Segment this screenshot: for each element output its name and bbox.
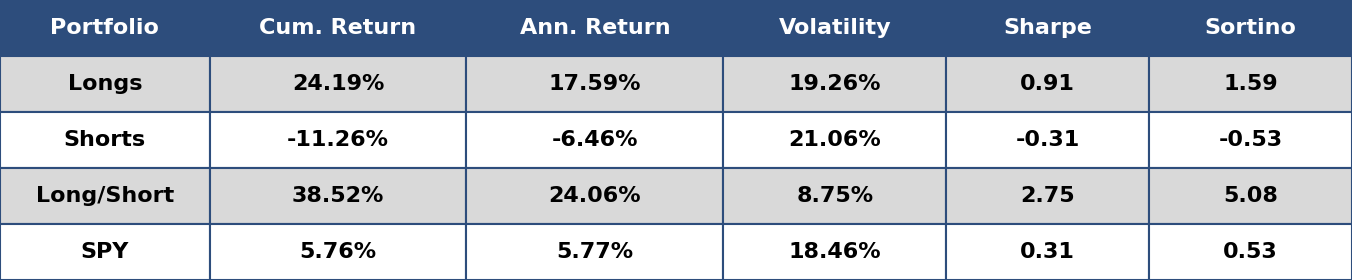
Bar <box>210 168 466 224</box>
Text: 5.77%: 5.77% <box>556 242 634 262</box>
Bar <box>1149 168 1352 224</box>
Bar <box>723 112 946 168</box>
Bar <box>946 112 1149 168</box>
Text: Portfolio: Portfolio <box>50 18 160 38</box>
Text: 0.31: 0.31 <box>1021 242 1075 262</box>
Bar <box>723 168 946 224</box>
Bar <box>723 56 946 112</box>
Bar <box>466 56 723 112</box>
Text: -0.31: -0.31 <box>1015 130 1080 150</box>
Text: 2.75: 2.75 <box>1021 186 1075 206</box>
Text: 24.19%: 24.19% <box>292 74 384 94</box>
Bar <box>946 0 1149 56</box>
Bar <box>723 224 946 280</box>
Text: Shorts: Shorts <box>64 130 146 150</box>
Text: 21.06%: 21.06% <box>788 130 882 150</box>
Text: 18.46%: 18.46% <box>788 242 882 262</box>
Bar <box>210 0 466 56</box>
Bar <box>1149 224 1352 280</box>
Bar <box>946 56 1149 112</box>
Bar <box>0 224 210 280</box>
Bar <box>0 56 210 112</box>
Bar <box>466 224 723 280</box>
Bar <box>0 0 210 56</box>
Bar <box>946 224 1149 280</box>
Bar <box>1149 56 1352 112</box>
Text: Long/Short: Long/Short <box>35 186 174 206</box>
Text: 38.52%: 38.52% <box>292 186 384 206</box>
Bar <box>466 0 723 56</box>
Text: 0.91: 0.91 <box>1021 74 1075 94</box>
Text: -11.26%: -11.26% <box>287 130 389 150</box>
Text: Longs: Longs <box>68 74 142 94</box>
Text: Sharpe: Sharpe <box>1003 18 1092 38</box>
Text: SPY: SPY <box>81 242 128 262</box>
Bar <box>466 168 723 224</box>
Text: Cum. Return: Cum. Return <box>260 18 416 38</box>
Text: Volatility: Volatility <box>779 18 891 38</box>
Bar <box>1149 112 1352 168</box>
Text: 19.26%: 19.26% <box>788 74 882 94</box>
Text: -0.53: -0.53 <box>1218 130 1283 150</box>
Bar <box>1149 0 1352 56</box>
Bar <box>466 112 723 168</box>
Text: 0.53: 0.53 <box>1224 242 1278 262</box>
Text: Sortino: Sortino <box>1205 18 1297 38</box>
Bar <box>210 112 466 168</box>
Text: 5.76%: 5.76% <box>299 242 377 262</box>
Text: 8.75%: 8.75% <box>796 186 873 206</box>
Text: Ann. Return: Ann. Return <box>519 18 671 38</box>
Bar <box>0 112 210 168</box>
Bar <box>210 56 466 112</box>
Text: 24.06%: 24.06% <box>549 186 641 206</box>
Bar <box>946 168 1149 224</box>
Text: 5.08: 5.08 <box>1224 186 1278 206</box>
Text: -6.46%: -6.46% <box>552 130 638 150</box>
Bar <box>0 168 210 224</box>
Bar <box>723 0 946 56</box>
Text: 1.59: 1.59 <box>1224 74 1278 94</box>
Text: 17.59%: 17.59% <box>549 74 641 94</box>
Bar <box>210 224 466 280</box>
